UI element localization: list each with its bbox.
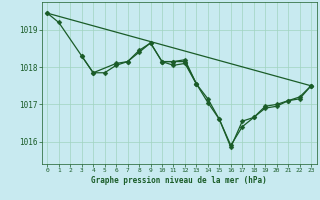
X-axis label: Graphe pression niveau de la mer (hPa): Graphe pression niveau de la mer (hPa) xyxy=(91,176,267,185)
